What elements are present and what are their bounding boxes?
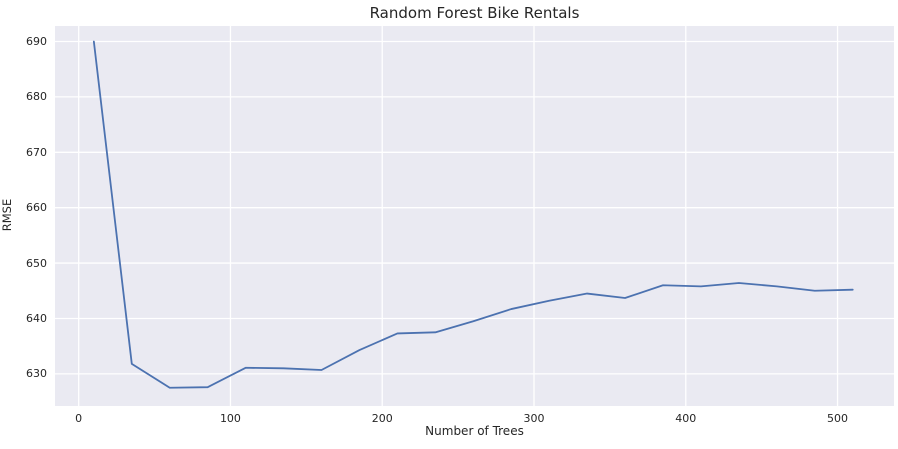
y-tick-label: 680: [26, 90, 47, 104]
x-tick-label: 100: [219, 412, 241, 425]
x-tick-label: 500: [827, 412, 849, 425]
x-tick-label: 0: [75, 412, 83, 425]
y-tick-label: 670: [26, 145, 47, 159]
plot-area: [55, 26, 894, 406]
x-tick-label: 200: [371, 412, 393, 425]
y-tick-label: 630: [26, 367, 47, 381]
gridlines: [55, 26, 894, 406]
chart-title: Random Forest Bike Rentals: [369, 4, 580, 22]
y-axis-label: RMSE: [0, 198, 14, 232]
rmse-line-series: [92, 40, 854, 389]
y-tick-label: 640: [26, 311, 47, 325]
x-tick-label: 300: [523, 412, 545, 425]
plot-background: [55, 26, 894, 406]
y-tick-label: 660: [26, 201, 47, 215]
x-tick-label: 400: [675, 412, 697, 425]
x-axis-label: Number of Trees: [425, 424, 524, 438]
y-tick-label: 650: [26, 256, 47, 270]
y-tick-label: 690: [26, 35, 47, 48]
